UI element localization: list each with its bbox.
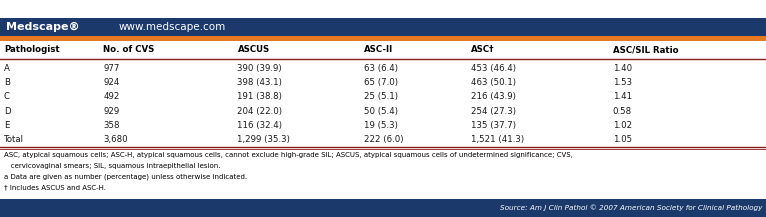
Bar: [0, 199, 766, 217]
Text: 358: 358: [103, 121, 120, 130]
Text: Pathologist: Pathologist: [4, 45, 60, 54]
Text: 492: 492: [103, 92, 119, 101]
Text: 0.58: 0.58: [613, 107, 632, 116]
Text: 453 (46.4): 453 (46.4): [471, 64, 516, 73]
Text: 116 (32.4): 116 (32.4): [237, 121, 283, 130]
Text: A: A: [4, 64, 10, 73]
Text: 1.05: 1.05: [613, 135, 632, 144]
Text: 924: 924: [103, 78, 119, 87]
Text: cervicovaginal smears; SIL, squamous intraepithelial lesion.: cervicovaginal smears; SIL, squamous int…: [4, 163, 221, 169]
Text: No. of CVS: No. of CVS: [103, 45, 155, 54]
Text: 398 (43.1): 398 (43.1): [237, 78, 283, 87]
Text: 929: 929: [103, 107, 119, 116]
Text: 254 (27.3): 254 (27.3): [471, 107, 516, 116]
Text: Source: Am J Clin Pathol © 2007 American Society for Clinical Pathology: Source: Am J Clin Pathol © 2007 American…: [499, 205, 762, 211]
Text: 222 (6.0): 222 (6.0): [364, 135, 404, 144]
Text: Total: Total: [4, 135, 24, 144]
Bar: [0, 41, 766, 59]
Text: 1.53: 1.53: [613, 78, 632, 87]
Text: 3,680: 3,680: [103, 135, 128, 144]
Text: 216 (43.9): 216 (43.9): [471, 92, 516, 101]
Text: D: D: [4, 107, 11, 116]
Text: 390 (39.9): 390 (39.9): [237, 64, 282, 73]
Text: a Data are given as number (percentage) unless otherwise indicated.: a Data are given as number (percentage) …: [4, 174, 247, 180]
Text: 1.41: 1.41: [613, 92, 632, 101]
Text: Medscape®: Medscape®: [6, 22, 80, 32]
Text: † Includes ASCUS and ASC-H.: † Includes ASCUS and ASC-H.: [4, 185, 106, 191]
Text: 977: 977: [103, 64, 119, 73]
Text: ASC†: ASC†: [471, 45, 495, 54]
Bar: [0, 36, 766, 41]
Text: www.medscape.com: www.medscape.com: [119, 22, 226, 32]
Text: ASC, atypical squamous cells; ASC-H, atypical squamous cells, cannot exclude hig: ASC, atypical squamous cells; ASC-H, aty…: [4, 152, 573, 158]
Text: ASCUS: ASCUS: [237, 45, 270, 54]
Text: ASC-II: ASC-II: [364, 45, 393, 54]
Text: B: B: [4, 78, 10, 87]
Text: 50 (5.4): 50 (5.4): [364, 107, 398, 116]
Text: 19 (5.3): 19 (5.3): [364, 121, 398, 130]
Bar: [0, 18, 766, 36]
Text: 1,299 (35.3): 1,299 (35.3): [237, 135, 290, 144]
Text: 65 (7.0): 65 (7.0): [364, 78, 398, 87]
Text: 1.02: 1.02: [613, 121, 632, 130]
Text: C: C: [4, 92, 10, 101]
Text: 191 (38.8): 191 (38.8): [237, 92, 283, 101]
Text: 135 (37.7): 135 (37.7): [471, 121, 516, 130]
Text: E: E: [4, 121, 9, 130]
Text: 1.40: 1.40: [613, 64, 632, 73]
Text: 463 (50.1): 463 (50.1): [471, 78, 516, 87]
Text: 1,521 (41.3): 1,521 (41.3): [471, 135, 524, 144]
Text: 63 (6.4): 63 (6.4): [364, 64, 398, 73]
Text: ASC/SIL Ratio: ASC/SIL Ratio: [613, 45, 679, 54]
Text: 25 (5.1): 25 (5.1): [364, 92, 398, 101]
Text: 204 (22.0): 204 (22.0): [237, 107, 283, 116]
